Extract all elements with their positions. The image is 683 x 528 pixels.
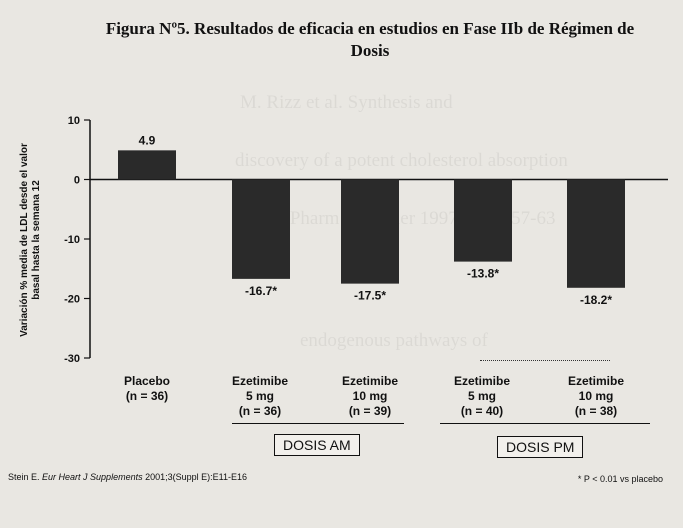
data-label: -13.8* bbox=[467, 267, 499, 281]
y-tick-label: -10 bbox=[64, 234, 80, 246]
chart-title-line1: Figura Nº5. Resultados de eficacia en es… bbox=[105, 19, 635, 38]
category-label-line1: Ezetimibe bbox=[231, 374, 288, 388]
category-label-line1: Ezetimibe bbox=[341, 374, 398, 388]
y-tick-label: -20 bbox=[64, 294, 80, 306]
value-label-layer: 4.9 -16.7* -17.5* -13.8* -18.2* bbox=[139, 133, 613, 306]
y-tick-label: 0 bbox=[74, 175, 80, 187]
category-label-line3: (n = 39) bbox=[348, 404, 392, 418]
significance-note: * P < 0.01 vs placebo bbox=[577, 474, 663, 484]
group-separator-pm bbox=[440, 423, 650, 424]
category-label: Placebo (n = 36) bbox=[92, 374, 202, 404]
category-label-line1: Ezetimibe bbox=[453, 374, 510, 388]
category-label: Ezetimibe 10 mg (n = 39) bbox=[315, 374, 425, 419]
data-label: 4.9 bbox=[139, 133, 156, 147]
category-label-line2: (n = 36) bbox=[125, 389, 169, 403]
y-tick-label: 10 bbox=[68, 115, 80, 127]
chart-title-line2: Dosis bbox=[350, 41, 390, 60]
category-label-line1: Placebo bbox=[123, 374, 171, 388]
bar bbox=[567, 179, 625, 288]
group-label-am: DOSIS AM bbox=[274, 434, 360, 456]
category-label: Ezetimibe 5 mg (n = 40) bbox=[427, 374, 537, 419]
category-label-line2: 10 mg bbox=[352, 389, 388, 403]
data-label: -18.2* bbox=[580, 293, 612, 307]
citation-suffix: 2001;3(Suppl E):E11-E16 bbox=[142, 472, 247, 482]
chart-title: Figura Nº5. Resultados de eficacia en es… bbox=[90, 18, 650, 62]
category-label: Ezetimibe 10 mg (n = 38) bbox=[541, 374, 651, 419]
category-label-line2: 5 mg bbox=[467, 389, 496, 403]
group-label-pm: DOSIS PM bbox=[497, 436, 584, 458]
category-label-line1: Ezetimibe bbox=[567, 374, 624, 388]
bar bbox=[232, 179, 290, 279]
group-separator-pm-dotted bbox=[480, 360, 610, 361]
data-label: -16.7* bbox=[245, 284, 277, 298]
category-label-line3: (n = 40) bbox=[460, 404, 504, 418]
citation-journal: Eur Heart J Supplements bbox=[42, 472, 143, 482]
category-label-line3: (n = 36) bbox=[238, 404, 282, 418]
category-label-line2: 5 mg bbox=[245, 389, 274, 403]
y-tick-label: -30 bbox=[64, 353, 80, 365]
citation: Stein E. Eur Heart J Supplements 2001;3(… bbox=[8, 472, 247, 482]
category-label-line3: (n = 38) bbox=[574, 404, 618, 418]
bar bbox=[454, 179, 512, 262]
citation-prefix: Stein E. bbox=[8, 472, 43, 482]
bar-layer bbox=[118, 150, 625, 288]
bar bbox=[341, 179, 399, 284]
category-label: Ezetimibe 5 mg (n = 36) bbox=[205, 374, 315, 419]
bar bbox=[118, 150, 176, 180]
category-label-line2: 10 mg bbox=[578, 389, 614, 403]
group-separator-am bbox=[232, 423, 404, 424]
data-label: -17.5* bbox=[354, 289, 386, 303]
